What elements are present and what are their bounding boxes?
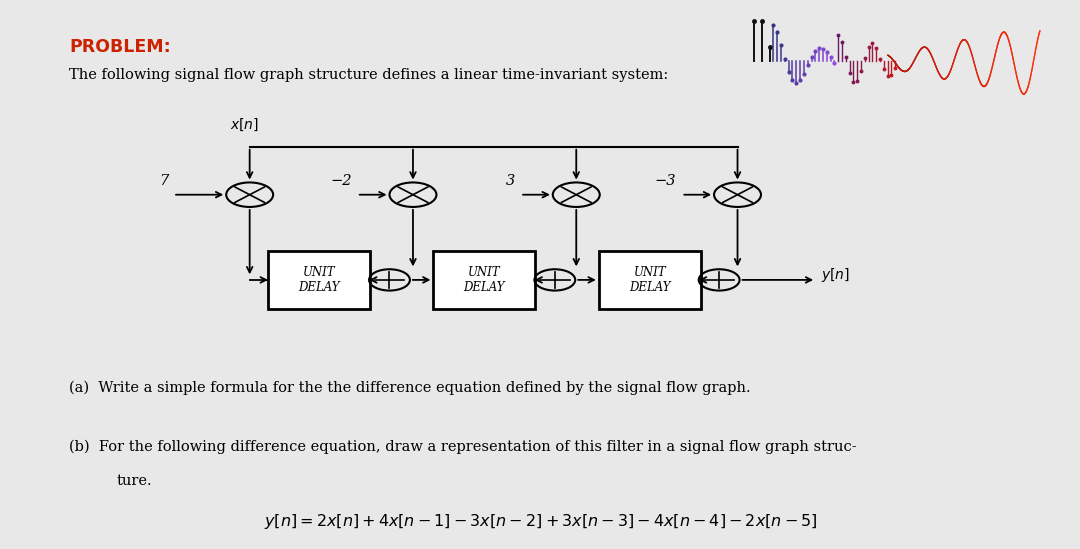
Text: ture.: ture. — [117, 474, 152, 488]
Text: $x[n]$: $x[n]$ — [230, 117, 259, 133]
Text: UNIT
DELAY: UNIT DELAY — [298, 266, 340, 294]
Bar — [268, 250, 370, 309]
Text: The following signal flow graph structure defines a linear time-invariant system: The following signal flow graph structur… — [69, 68, 669, 82]
Text: 3: 3 — [505, 175, 515, 188]
Text: PROBLEM:: PROBLEM: — [69, 38, 171, 55]
Text: −2: −2 — [330, 175, 352, 188]
Bar — [598, 250, 701, 309]
Text: −3: −3 — [654, 175, 676, 188]
Bar — [433, 250, 536, 309]
Text: $y[n]$: $y[n]$ — [821, 266, 850, 284]
Text: 7: 7 — [159, 175, 168, 188]
Text: UNIT
DELAY: UNIT DELAY — [629, 266, 671, 294]
Text: UNIT
DELAY: UNIT DELAY — [463, 266, 505, 294]
Text: (b)  For the following difference equation, draw a representation of this filter: (b) For the following difference equatio… — [69, 440, 856, 454]
Text: $y[n] = 2x[n] + 4x[n-1] - 3x[n-2] + 3x[n-3] - 4x[n-4] - 2x[n-5]$: $y[n] = 2x[n] + 4x[n-1] - 3x[n-2] + 3x[n… — [264, 512, 818, 530]
Text: (a)  Write a simple formula for the the difference equation defined by the signa: (a) Write a simple formula for the the d… — [69, 381, 751, 395]
